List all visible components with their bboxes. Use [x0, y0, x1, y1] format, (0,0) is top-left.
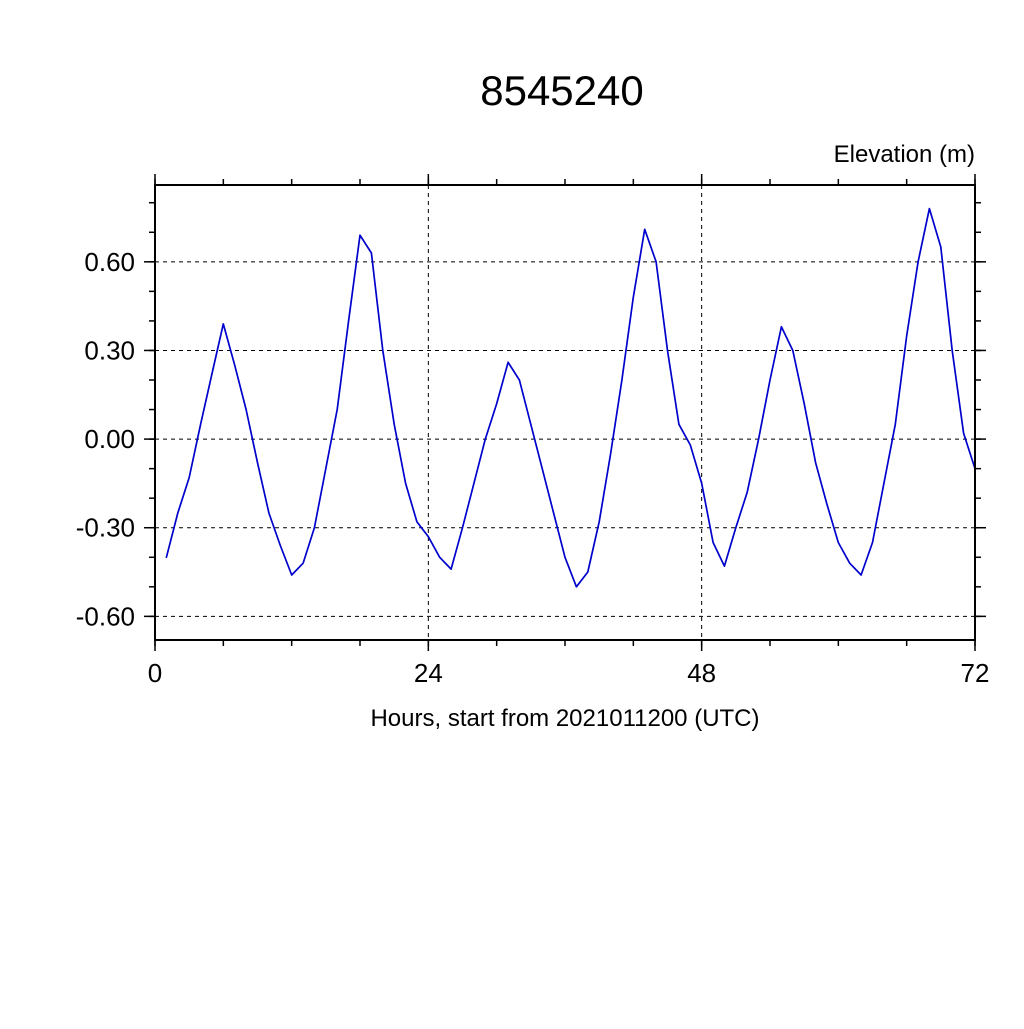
y-tick-label: -0.60 [76, 601, 135, 631]
y-tick-label: 0.60 [84, 247, 135, 277]
x-axis-label: Hours, start from 2021011200 (UTC) [370, 705, 759, 732]
x-tick-label: 24 [414, 658, 443, 688]
x-tick-label: 72 [961, 658, 990, 688]
plot-area: 0 24 48 72 -0.60 -0.30 0.00 0.30 0.60 [76, 174, 990, 688]
y-tick-label: 0.30 [84, 335, 135, 365]
x-tick-label: 0 [148, 658, 162, 688]
tide-curve [165, 207, 976, 588]
chart-title: 8545240 [480, 67, 644, 114]
plot-frame [154, 184, 976, 641]
y-tick-label: -0.30 [76, 513, 135, 543]
y-tick-label: 0.00 [84, 424, 135, 454]
x-tick-label: 48 [687, 658, 716, 688]
y-axis-title: Elevation (m) [834, 141, 975, 168]
